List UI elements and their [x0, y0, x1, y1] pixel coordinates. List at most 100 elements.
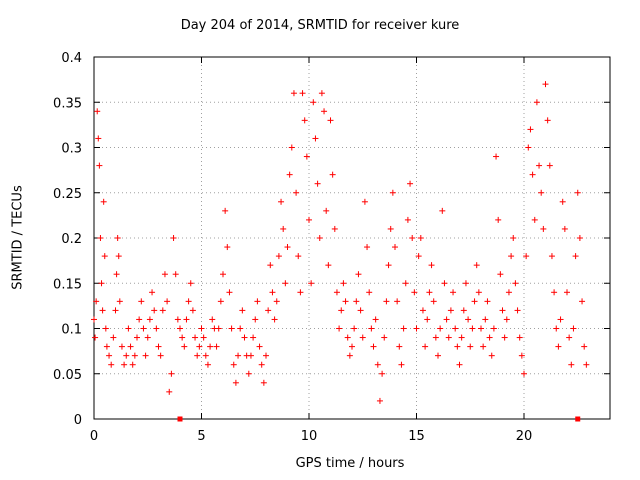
data-point	[260, 379, 267, 386]
data-point	[127, 343, 134, 350]
data-point	[103, 343, 110, 350]
data-point	[204, 361, 211, 368]
data-point	[542, 81, 549, 88]
data-point	[430, 298, 437, 305]
data-point	[113, 271, 120, 278]
data-point	[583, 361, 590, 368]
data-point	[559, 198, 566, 205]
data-point	[149, 289, 156, 296]
data-point	[92, 334, 99, 341]
data-point	[222, 207, 229, 214]
data-point	[288, 144, 295, 151]
data-point	[271, 316, 278, 323]
data-point	[379, 370, 386, 377]
chart-title: Day 204 of 2014, SRMTID for receiver kur…	[180, 18, 460, 33]
data-point	[536, 162, 543, 169]
data-point	[181, 343, 188, 350]
data-point	[209, 316, 216, 323]
data-point	[540, 225, 547, 232]
data-point	[497, 271, 504, 278]
data-point	[174, 316, 181, 323]
data-point	[278, 198, 285, 205]
data-point	[220, 271, 226, 278]
data-point	[557, 316, 564, 323]
y-tick-label-6: 0.3	[61, 142, 82, 157]
data-point	[96, 162, 103, 169]
data-point	[398, 361, 405, 368]
data-point	[258, 361, 265, 368]
data-point	[112, 307, 119, 314]
data-point	[138, 298, 145, 305]
data-point	[499, 307, 506, 314]
data-point	[525, 144, 532, 151]
x-tick-label-1: 5	[197, 429, 205, 444]
data-point	[108, 361, 115, 368]
y-tick-label-5: 0.25	[53, 187, 82, 202]
data-point	[523, 253, 530, 260]
data-point	[230, 361, 237, 368]
data-point	[576, 235, 583, 241]
data-point	[355, 271, 362, 278]
data-point	[316, 235, 323, 241]
data-point	[293, 189, 300, 196]
data-point	[189, 307, 196, 314]
data-point	[417, 235, 424, 241]
data-point	[544, 117, 551, 124]
data-point	[518, 352, 525, 359]
data-point	[435, 352, 441, 359]
data-point	[426, 289, 433, 296]
data-point	[454, 343, 461, 350]
data-point	[486, 334, 493, 341]
data-point	[237, 325, 244, 332]
data-point	[250, 334, 257, 341]
data-point	[110, 334, 117, 341]
data-point	[495, 216, 502, 223]
data-point	[224, 244, 231, 251]
data-point	[161, 271, 168, 278]
data-point	[196, 343, 203, 350]
data-point	[200, 334, 207, 341]
data-point	[411, 289, 418, 296]
data-point	[217, 298, 224, 305]
data-point	[157, 352, 164, 359]
data-point	[129, 361, 136, 368]
data-point	[351, 325, 358, 332]
data-point	[118, 343, 125, 350]
data-point	[114, 235, 121, 241]
data-point	[467, 343, 474, 350]
data-point	[471, 298, 478, 305]
data-point	[368, 325, 375, 332]
data-point	[170, 235, 177, 241]
data-point	[198, 325, 205, 332]
data-point	[361, 198, 368, 205]
data-point	[340, 280, 347, 287]
data-point	[484, 298, 491, 305]
data-point	[273, 298, 280, 305]
data-point	[306, 216, 312, 223]
data-point	[572, 253, 579, 260]
data-point	[146, 316, 153, 323]
data-point	[475, 289, 482, 296]
data-point	[232, 379, 239, 386]
data-point	[478, 325, 484, 332]
data-point	[387, 225, 394, 232]
data-point	[551, 289, 558, 296]
data-point	[566, 334, 573, 341]
data-point	[142, 352, 149, 359]
data-point	[321, 108, 328, 115]
data-point	[383, 298, 390, 305]
data-point	[404, 216, 411, 223]
x-tick-label-3: 15	[408, 429, 425, 444]
data-point	[400, 325, 407, 332]
data-point	[99, 307, 106, 314]
y-tick-label-4: 0.2	[61, 232, 82, 247]
y-tick-label-8: 0.4	[61, 51, 82, 66]
data-point	[555, 343, 562, 350]
data-point	[98, 280, 105, 287]
data-point	[252, 316, 259, 323]
data-point	[564, 289, 570, 296]
data-point	[235, 352, 242, 359]
data-point	[381, 334, 388, 341]
data-point	[346, 352, 353, 359]
